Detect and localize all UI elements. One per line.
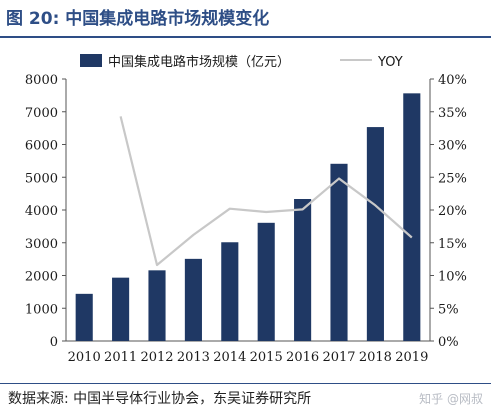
y-axis-right-labels: 0% 5% 10% 15% 20% 25% 30% 35% 40% — [438, 73, 467, 350]
bar — [257, 222, 275, 341]
y-left-tick-label: 2000 — [25, 270, 58, 285]
x-axis-labels: 2010 2011 2012 2013 2014 2015 2016 2017 2018 2019 — [68, 350, 429, 365]
bar — [112, 277, 130, 341]
figure-title: 图 20: 中国集成电路市场规模变化 — [6, 9, 270, 29]
x-tick-label: 2017 — [322, 350, 355, 365]
legend-label-bar: 中国集成电路市场规模（亿元） — [108, 54, 290, 70]
x-tick-label: 2015 — [250, 350, 283, 365]
x-tick-label: 2011 — [104, 350, 137, 365]
y-right-tick-label: 15% — [438, 237, 467, 252]
y-right-tick-label: 30% — [438, 139, 467, 154]
y-left-tick-label: 5000 — [25, 171, 58, 186]
title-rule — [0, 36, 491, 38]
legend-label-line: YOY — [377, 55, 403, 70]
bar — [221, 242, 239, 341]
y-left-tick-label: 3000 — [25, 237, 58, 252]
figure-source: 数据来源: 中国半导体行业协会，东吴证券研究所 — [8, 391, 312, 407]
y-left-tick-label: 0 — [50, 335, 58, 350]
legend-swatch-bar — [80, 54, 102, 67]
y-right-tick-label: 10% — [438, 270, 467, 285]
yoy-series — [119, 116, 413, 267]
chart-legend: 中国集成电路市场规模（亿元） YOY — [80, 54, 403, 70]
bar — [294, 199, 312, 341]
y-right-tick-label: 20% — [438, 204, 467, 219]
chart: 中国集成电路市场规模（亿元） YOY 2010 2011 2012 2013 2014 2… — [25, 54, 467, 365]
bar — [330, 163, 348, 341]
bar — [366, 127, 384, 341]
bar — [75, 293, 93, 341]
x-tick-label: 2018 — [359, 350, 392, 365]
y-left-tick-label: 6000 — [25, 139, 58, 154]
bar — [403, 93, 421, 341]
bar — [148, 270, 166, 341]
source-rule — [0, 383, 491, 384]
x-tick-label: 2014 — [213, 350, 246, 365]
y-right-tick-label: 0% — [438, 335, 459, 350]
bar — [184, 258, 202, 341]
bar-series — [75, 93, 421, 341]
y-right-tick-label: 40% — [438, 73, 467, 88]
y-axis-left-labels: 0 1000 2000 3000 4000 5000 6000 7000 8000 — [25, 73, 58, 350]
y-right-tick-label: 35% — [438, 106, 467, 121]
y-left-tick-label: 1000 — [25, 302, 58, 317]
y-left-tick-label: 4000 — [25, 204, 58, 219]
watermark: 知乎 @网叔 — [419, 392, 483, 406]
x-tick-label: 2013 — [177, 350, 210, 365]
x-tick-label: 2012 — [140, 350, 173, 365]
y-left-tick-label: 7000 — [25, 106, 58, 121]
y-left-tick-label: 8000 — [25, 73, 58, 88]
y-right-tick-label: 25% — [438, 171, 467, 186]
x-tick-label: 2010 — [68, 350, 101, 365]
y-right-tick-label: 5% — [438, 302, 459, 317]
x-tick-label: 2016 — [286, 350, 319, 365]
x-tick-label: 2019 — [395, 350, 428, 365]
